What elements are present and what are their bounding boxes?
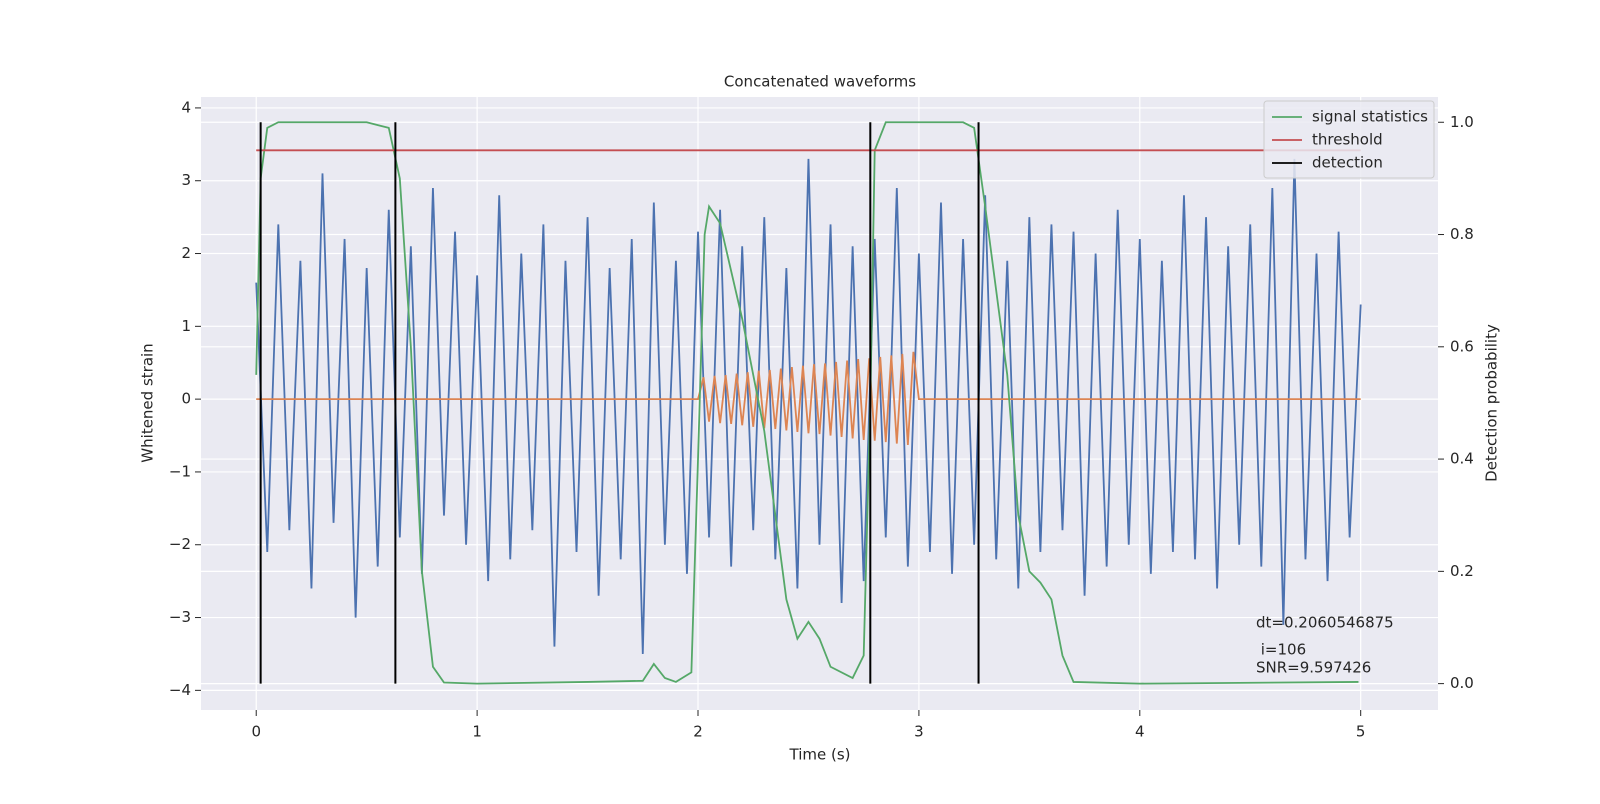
y-tick-label: −3 xyxy=(169,608,191,626)
legend-label: detection xyxy=(1312,154,1383,172)
annotation: dt=0.2060546875 xyxy=(1256,614,1394,632)
x-tick-label: 0 xyxy=(251,723,261,741)
legend: signal statistics threshold detection xyxy=(1263,100,1435,179)
legend-label: signal statistics xyxy=(1312,108,1428,126)
plot-area xyxy=(201,97,1438,710)
y-tick-label: 1 xyxy=(181,317,191,335)
series-line xyxy=(255,158,1362,654)
annotation: SNR=9.597426 xyxy=(1256,659,1371,677)
y-tick-label: 0 xyxy=(181,390,191,408)
y-axis-label: Whitened strain xyxy=(139,343,157,462)
y-tick-label: 3 xyxy=(181,171,191,189)
y2-tick-label: 0.8 xyxy=(1450,225,1474,243)
y-tick-label: 4 xyxy=(181,98,191,116)
x-tick-label: 4 xyxy=(1135,723,1145,741)
series-line xyxy=(256,351,1361,446)
y2-tick-label: 1.0 xyxy=(1450,113,1474,131)
y-tick-label: −1 xyxy=(169,462,191,480)
legend-label: threshold xyxy=(1312,131,1383,149)
x-tick-label: 1 xyxy=(472,723,482,741)
y2-axis-label: Detection probability xyxy=(1483,324,1501,482)
x-tick-label: 2 xyxy=(693,723,703,741)
x-tick-label: 3 xyxy=(914,723,924,741)
series-line xyxy=(255,121,1359,685)
x-tick-label: 5 xyxy=(1356,723,1366,741)
y2-tick-label: 0.6 xyxy=(1450,337,1474,355)
y-tick-label: 2 xyxy=(181,244,191,262)
y2-tick-label: 0.4 xyxy=(1450,450,1474,468)
y-tick-label: −4 xyxy=(169,681,191,699)
x-axis-label: Time (s) xyxy=(789,746,851,764)
y2-tick-label: 0.0 xyxy=(1450,674,1474,692)
y-tick-label: −2 xyxy=(169,535,191,553)
annotation: i=106 xyxy=(1256,641,1306,659)
chart-title: Concatenated waveforms xyxy=(724,73,916,91)
y2-tick-label: 0.2 xyxy=(1450,562,1474,580)
legend-box xyxy=(1263,100,1435,179)
